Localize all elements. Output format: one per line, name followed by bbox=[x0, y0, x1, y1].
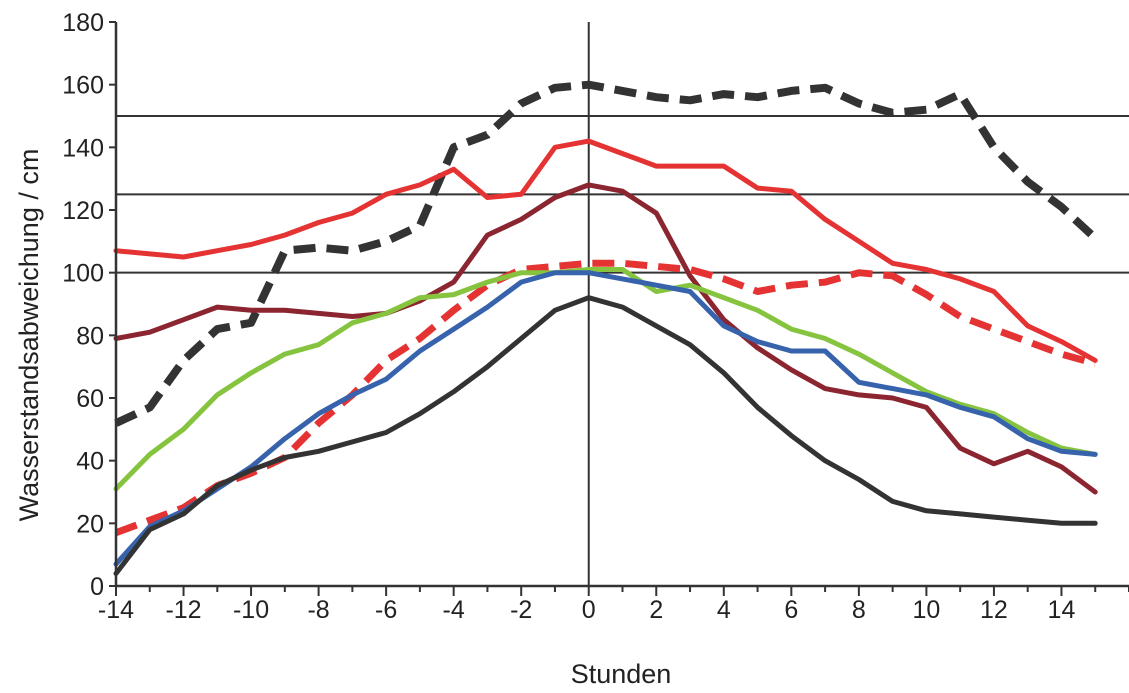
x-tick-label: -2 bbox=[510, 596, 532, 624]
axes bbox=[109, 21, 1129, 596]
x-tick-label: 8 bbox=[852, 596, 866, 624]
x-tick-label: -6 bbox=[375, 596, 397, 624]
series-line-2 bbox=[113, 138, 1098, 363]
x-tick-label: -8 bbox=[307, 596, 329, 624]
x-tick-label: 14 bbox=[1048, 596, 1076, 624]
y-tick-labels: 0 20 40 60 80 100 120 140 160 180 bbox=[62, 9, 104, 601]
y-tick-label: 40 bbox=[76, 448, 104, 476]
series-line-6 bbox=[113, 270, 1098, 567]
y-tick-label: 120 bbox=[62, 197, 104, 225]
data-series bbox=[113, 80, 1098, 576]
series-line-1 bbox=[114, 80, 1098, 427]
x-tick-label: 2 bbox=[649, 596, 663, 624]
y-tick-label: 180 bbox=[62, 9, 104, 37]
y-tick-label: 0 bbox=[90, 573, 104, 601]
reference-lines bbox=[116, 22, 1129, 586]
x-tick-labels: -14 -12 -10 -8 -6 -4 -2 0 2 4 6 8 10 12 14 bbox=[98, 596, 1076, 624]
series-line-7 bbox=[113, 295, 1098, 576]
x-tick-label: -10 bbox=[233, 596, 269, 624]
x-tick-label: 10 bbox=[912, 596, 940, 624]
x-tick-label: -14 bbox=[98, 596, 134, 624]
x-tick-label: 0 bbox=[582, 596, 596, 624]
x-tick-label: 4 bbox=[717, 596, 731, 624]
x-axis-title: Stunden bbox=[571, 659, 672, 688]
series-line-3 bbox=[113, 182, 1098, 495]
x-tick-label: -4 bbox=[443, 596, 465, 624]
y-tick-label: 140 bbox=[62, 134, 104, 162]
x-tick-label: -12 bbox=[165, 596, 201, 624]
x-tick-label: 6 bbox=[784, 596, 798, 624]
y-tick-label: 100 bbox=[62, 260, 104, 288]
y-tick-label: 60 bbox=[76, 385, 104, 413]
series-line-5 bbox=[113, 267, 1098, 492]
y-tick-label: 80 bbox=[76, 322, 104, 350]
y-tick-label: 20 bbox=[76, 510, 104, 538]
y-tick-label: 160 bbox=[62, 72, 104, 100]
x-tick-label: 12 bbox=[980, 596, 1008, 624]
y-axis-title: Wasserstandsabweichung / cm bbox=[14, 149, 44, 522]
